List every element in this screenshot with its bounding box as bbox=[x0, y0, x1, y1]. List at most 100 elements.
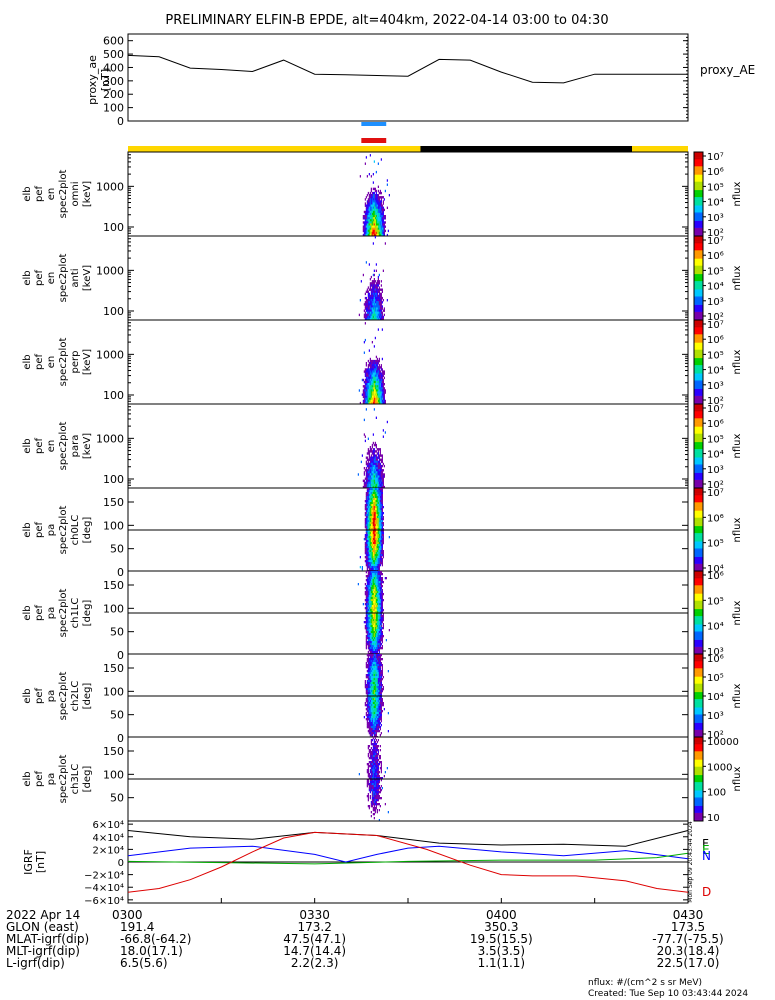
spectrogram-pixel bbox=[380, 473, 382, 476]
spectrogram-pixel bbox=[377, 282, 379, 285]
spectrogram-pixel bbox=[374, 227, 376, 230]
spectrogram-pixel bbox=[377, 577, 379, 580]
spectrogram-pixel bbox=[370, 456, 372, 459]
spectrogram-pixel bbox=[366, 520, 368, 523]
spectrogram-pixel bbox=[381, 393, 383, 396]
spectrogram-pixel bbox=[366, 682, 368, 685]
spectrogram-pixel bbox=[376, 708, 378, 711]
spectrogram-pixel bbox=[381, 488, 383, 491]
spectrogram-pixel bbox=[381, 376, 383, 380]
spectrogram-pixel bbox=[365, 647, 367, 650]
spectrogram-pixel bbox=[380, 684, 382, 687]
spectrogram-pixel bbox=[380, 664, 382, 667]
spectrogram-pixel bbox=[373, 787, 375, 790]
spectrogram-pixel bbox=[379, 548, 381, 551]
spectrogram-pixel bbox=[378, 532, 380, 535]
spectrogram-pixel bbox=[374, 761, 376, 764]
spectrogram-pixel bbox=[366, 475, 368, 478]
spectrogram-pixel bbox=[378, 791, 380, 794]
spectrogram-pixel bbox=[370, 753, 372, 756]
spectrogram-pixel bbox=[378, 672, 380, 675]
spectrogram-pixel bbox=[370, 526, 372, 529]
spectrogram-pixel bbox=[377, 635, 379, 638]
spectrogram-pixel bbox=[371, 710, 373, 713]
spectrogram-pixel bbox=[377, 637, 379, 640]
spectrogram-pixel bbox=[371, 658, 373, 661]
colorbar-segment bbox=[694, 650, 703, 653]
spectrogram-pixel bbox=[369, 769, 371, 772]
spectrogram-pixel bbox=[372, 530, 374, 533]
spectrogram-pixel bbox=[369, 399, 371, 403]
spectrogram-pixel bbox=[378, 496, 380, 499]
spectrogram-pixel bbox=[375, 376, 377, 380]
spectrogram-pixel bbox=[367, 477, 369, 480]
spectrogram-pixel bbox=[365, 629, 367, 632]
spectrogram-pixel bbox=[370, 668, 372, 671]
spectrogram-pixel bbox=[379, 734, 381, 737]
spectrogram-pixel bbox=[377, 450, 379, 453]
spectrogram-pixel bbox=[378, 607, 380, 610]
spectrogram-pixel bbox=[377, 542, 379, 545]
spectrogram-pixel bbox=[368, 595, 370, 598]
spectrogram-pixel bbox=[365, 408, 367, 411]
spectrogram-pixel bbox=[373, 288, 375, 291]
spectrogram-pixel bbox=[379, 564, 381, 567]
spectrogram-pixel bbox=[373, 581, 375, 584]
colorbar-segment bbox=[694, 164, 703, 167]
spectrogram-ylabel-line: pef bbox=[34, 605, 45, 622]
spectrogram-pixel bbox=[381, 538, 383, 541]
spectrogram-pixel bbox=[367, 448, 369, 451]
colorbar-segment bbox=[694, 791, 703, 794]
colorbar-tick-label: 10³ bbox=[707, 647, 724, 658]
spectrogram-pixel bbox=[370, 223, 372, 226]
spectrogram-pixel bbox=[377, 202, 379, 205]
colorbar-segment bbox=[694, 773, 703, 776]
spectrogram-pixel bbox=[366, 635, 368, 638]
spectrogram-pixel bbox=[373, 609, 375, 612]
spectrogram-pixel bbox=[362, 233, 364, 237]
spectrogram-pixel bbox=[374, 307, 376, 310]
spectrogram-pixel bbox=[378, 809, 380, 812]
spectrogram-pixel bbox=[375, 773, 377, 776]
spectrogram-pixel bbox=[373, 362, 375, 365]
spectrogram-pixel bbox=[371, 571, 373, 574]
colorbar-segment bbox=[694, 418, 703, 420]
spectrogram-pixel bbox=[366, 680, 368, 683]
spectrogram-pixel bbox=[370, 714, 372, 717]
colorbar-segment bbox=[694, 392, 703, 395]
spectrogram-pixel bbox=[383, 217, 385, 220]
spectrogram-pixel bbox=[380, 530, 382, 533]
spectrogram-pixel bbox=[378, 575, 380, 578]
spectrogram-ylabel-line: pa bbox=[46, 607, 57, 619]
colorbar-segment bbox=[694, 604, 703, 607]
spectrogram-pixel bbox=[375, 378, 377, 382]
spectrogram-pixel bbox=[381, 787, 383, 790]
spectrogram-pixel bbox=[373, 448, 375, 451]
spectrogram-pixel bbox=[377, 464, 379, 468]
spectrogram-pixel bbox=[371, 676, 373, 679]
spectrogram-pixel bbox=[377, 710, 379, 713]
spectrogram-ylabel-line: para bbox=[70, 435, 81, 458]
spectrogram-pixel bbox=[367, 631, 369, 634]
spectrogram-pixel bbox=[373, 660, 375, 663]
spectrogram-pixel bbox=[374, 460, 376, 464]
colorbar-segment bbox=[694, 313, 703, 315]
spectrogram-pixel bbox=[367, 490, 369, 493]
spectrogram-pixel bbox=[374, 500, 376, 503]
spectrogram-pixel bbox=[376, 496, 378, 499]
colorbar-segment bbox=[694, 804, 703, 806]
spectrogram-pixel bbox=[378, 538, 380, 541]
spectrogram-pixel bbox=[367, 629, 369, 632]
colorbar-segment bbox=[694, 622, 703, 625]
spectrogram-pixel bbox=[366, 391, 368, 394]
spectrogram-pixel bbox=[376, 647, 378, 650]
spectrogram-pixel bbox=[380, 585, 382, 588]
spectrogram-pixel bbox=[380, 215, 382, 218]
spectrogram-pixel bbox=[377, 376, 379, 380]
colorbar-segment bbox=[694, 441, 703, 444]
spectrogram-pixel bbox=[373, 690, 375, 693]
spectrogram-pixel bbox=[369, 623, 371, 626]
spectrogram-pixel bbox=[380, 315, 382, 319]
spectrogram-pixel bbox=[367, 558, 369, 561]
spectrogram-pixel bbox=[364, 508, 366, 511]
